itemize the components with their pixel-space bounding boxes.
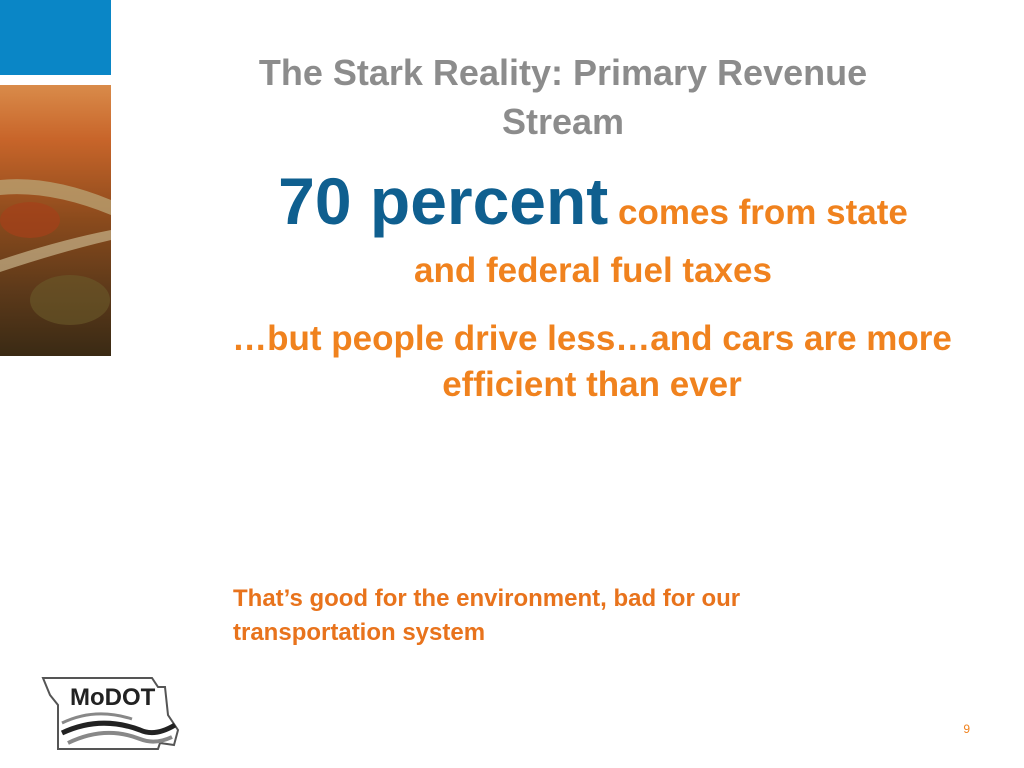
subline: …but people drive less…and cars are more… — [232, 319, 952, 404]
logo: MoDOT — [41, 677, 180, 750]
headline-text: comes from state and federal fuel taxes — [414, 193, 908, 290]
side-image — [0, 0, 111, 356]
page-number: 9 — [963, 722, 970, 736]
headline-emphasis: 70 percent — [278, 164, 609, 238]
title: The Stark Reality: Primary Revenue Strea… — [258, 52, 868, 142]
logo-text: MoDOT — [70, 684, 156, 711]
footnote: That’s good for the environment, bad for… — [233, 585, 741, 646]
headline: 70 percent comes from state and federal … — [253, 168, 933, 300]
